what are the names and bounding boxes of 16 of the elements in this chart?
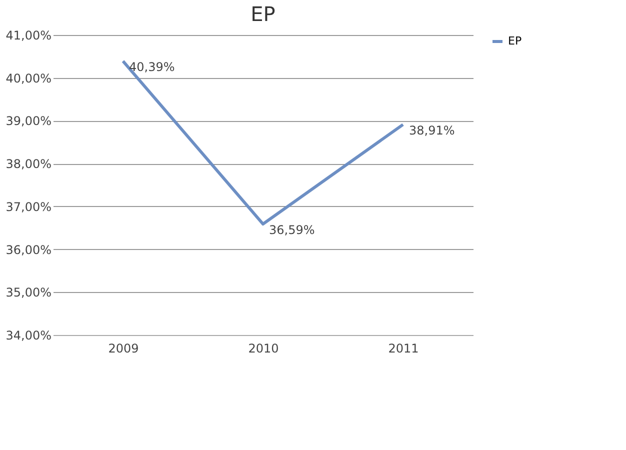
chart-title: EP	[250, 2, 276, 26]
data-label: 36,59%	[269, 223, 315, 237]
y-tick-label: 36,00%	[6, 242, 52, 257]
y-tick-label: 35,00%	[6, 286, 52, 300]
y-tick-label: 34,00%	[6, 328, 52, 342]
data-label: 40,39%	[129, 60, 175, 74]
data-label: 38,91%	[409, 124, 455, 138]
x-tick-label: 2011	[388, 342, 419, 356]
y-tick-label: 39,00%	[6, 114, 52, 128]
y-tick-label: 40,00%	[6, 71, 52, 86]
y-tick-label: 41,00%	[6, 28, 52, 42]
x-tick-label: 2009	[108, 342, 139, 356]
legend-label: EP	[508, 34, 522, 48]
y-tick-label: 38,00%	[6, 157, 52, 172]
x-tick-label: 2010	[248, 342, 279, 356]
y-tick-label: 37,00%	[6, 200, 52, 214]
